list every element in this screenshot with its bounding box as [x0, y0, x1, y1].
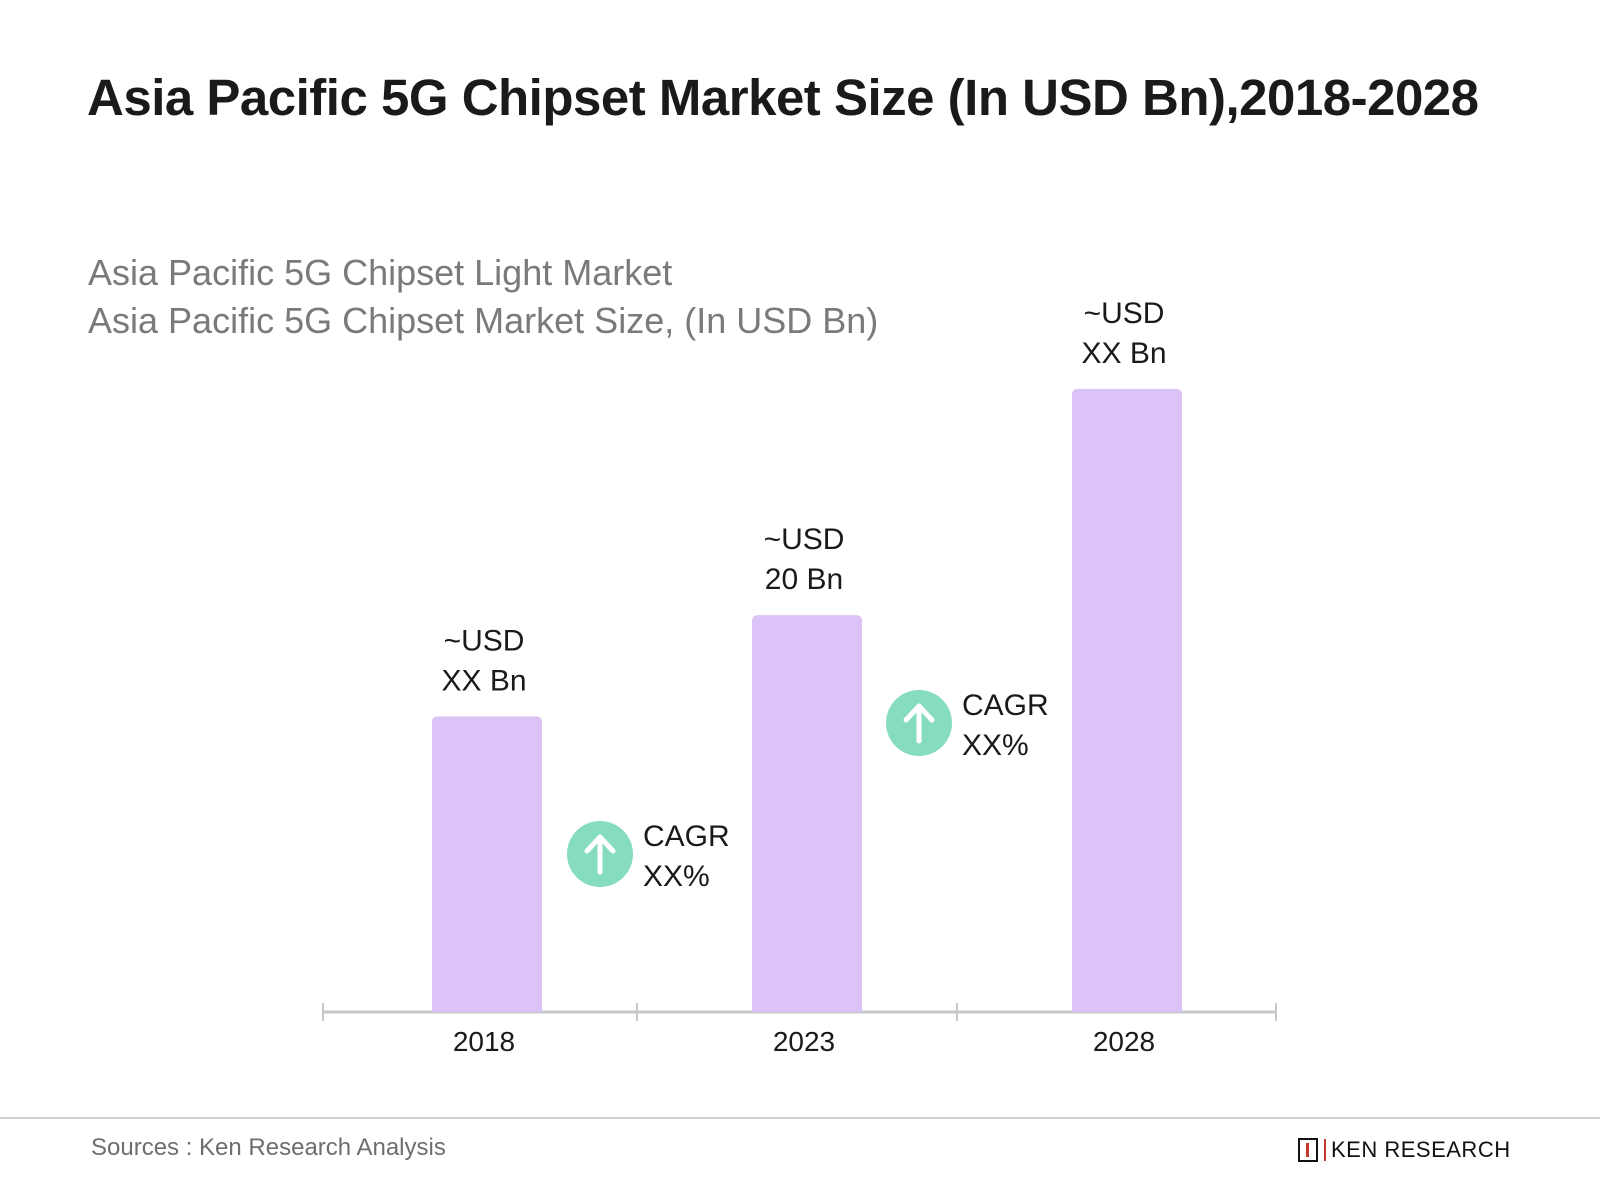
x-tick-label: 2018 — [453, 1026, 515, 1057]
bar-2028 — [1072, 389, 1182, 1012]
logo-mark-icon — [1298, 1138, 1318, 1162]
x-tick-label: 2023 — [773, 1026, 835, 1057]
footer-divider — [0, 1117, 1600, 1119]
ken-research-logo: KEN RESEARCH — [1298, 1137, 1511, 1163]
data-label: ~USD — [444, 624, 525, 657]
cagr-label: CAGR — [962, 689, 1049, 722]
data-label: 20 Bn — [765, 563, 843, 596]
data-label: ~USD — [1084, 297, 1165, 330]
cagr-label: XX% — [962, 729, 1029, 762]
chart-title: Asia Pacific 5G Chipset Market Size (In … — [87, 69, 1479, 126]
arrow-up-glyph — [903, 703, 935, 744]
arrow-up-glyph — [584, 834, 616, 875]
chart-subtitle-2: Asia Pacific 5G Chipset Market Size, (In… — [88, 300, 879, 341]
data-label: XX Bn — [441, 664, 526, 697]
data-label: XX Bn — [1081, 337, 1166, 370]
cagr-label: XX% — [643, 860, 710, 893]
data-label: ~USD — [764, 523, 845, 556]
bar-chart: 2018 ~USD XX Bn 2023 ~USD 20 Bn 2028 ~USD XX Bn C… — [322, 297, 1277, 1057]
cagr-label: CAGR — [643, 820, 730, 853]
logo-text: KEN RESEARCH — [1331, 1137, 1511, 1162]
bar-2023 — [752, 615, 862, 1012]
sources-text: Sources : Ken Research Analysis — [91, 1134, 446, 1161]
logo-separator — [1324, 1139, 1326, 1161]
bar-2018 — [432, 716, 542, 1012]
chart-subtitle-1: Asia Pacific 5G Chipset Light Market — [88, 252, 673, 293]
x-tick-label: 2028 — [1093, 1026, 1155, 1057]
